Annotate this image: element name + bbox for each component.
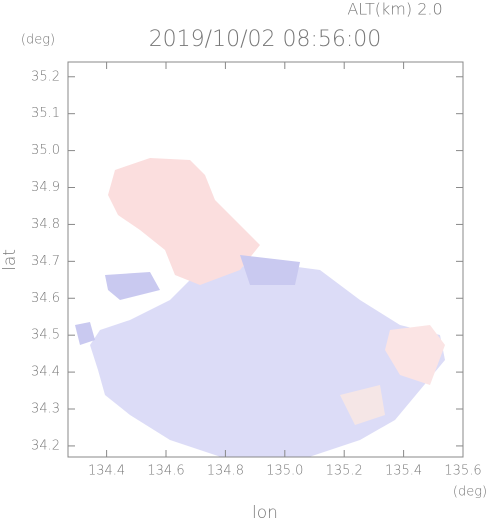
y-tick-label: 34.7 <box>31 254 60 269</box>
x-tick-label: 135.4 <box>385 464 422 479</box>
y-tick-label: 35.2 <box>31 69 60 84</box>
x-tick-label: 135.6 <box>444 464 481 479</box>
y-tick-label: 34.6 <box>31 291 60 306</box>
radar-area-receding <box>340 385 385 425</box>
altitude-label: ALT(km) 2.0 <box>347 0 442 19</box>
radar-area-receding <box>385 325 445 385</box>
x-axis-label: lon <box>252 503 278 521</box>
y-tick-label: 34.8 <box>31 217 60 232</box>
y-tick-label: 34.2 <box>31 438 60 453</box>
x-unit: (deg) <box>453 485 487 500</box>
plot-frame <box>67 61 464 458</box>
x-tick-label: 135.2 <box>326 464 363 479</box>
y-tick-label: 34.3 <box>31 402 60 417</box>
radar-field <box>75 158 445 457</box>
radar-area-approaching <box>75 255 300 345</box>
y-tick-label: 35.1 <box>31 106 60 121</box>
x-tick-label: 134.8 <box>207 464 244 479</box>
y-tick-label: 34.4 <box>31 365 60 380</box>
y-axis-label: lat <box>0 249 20 271</box>
y-tick-label: 35.0 <box>31 143 60 158</box>
x-tick-label: 135.0 <box>266 464 303 479</box>
x-tick-label: 134.6 <box>147 464 184 479</box>
y-tick-label: 34.5 <box>31 328 60 343</box>
radar-area-receding <box>108 158 260 285</box>
y-tick-label: 34.9 <box>31 180 60 195</box>
x-tick-label: 134.4 <box>88 464 125 479</box>
y-unit: (deg) <box>21 33 55 48</box>
chart-title: 2019/10/02 08:56:00 <box>149 27 382 52</box>
